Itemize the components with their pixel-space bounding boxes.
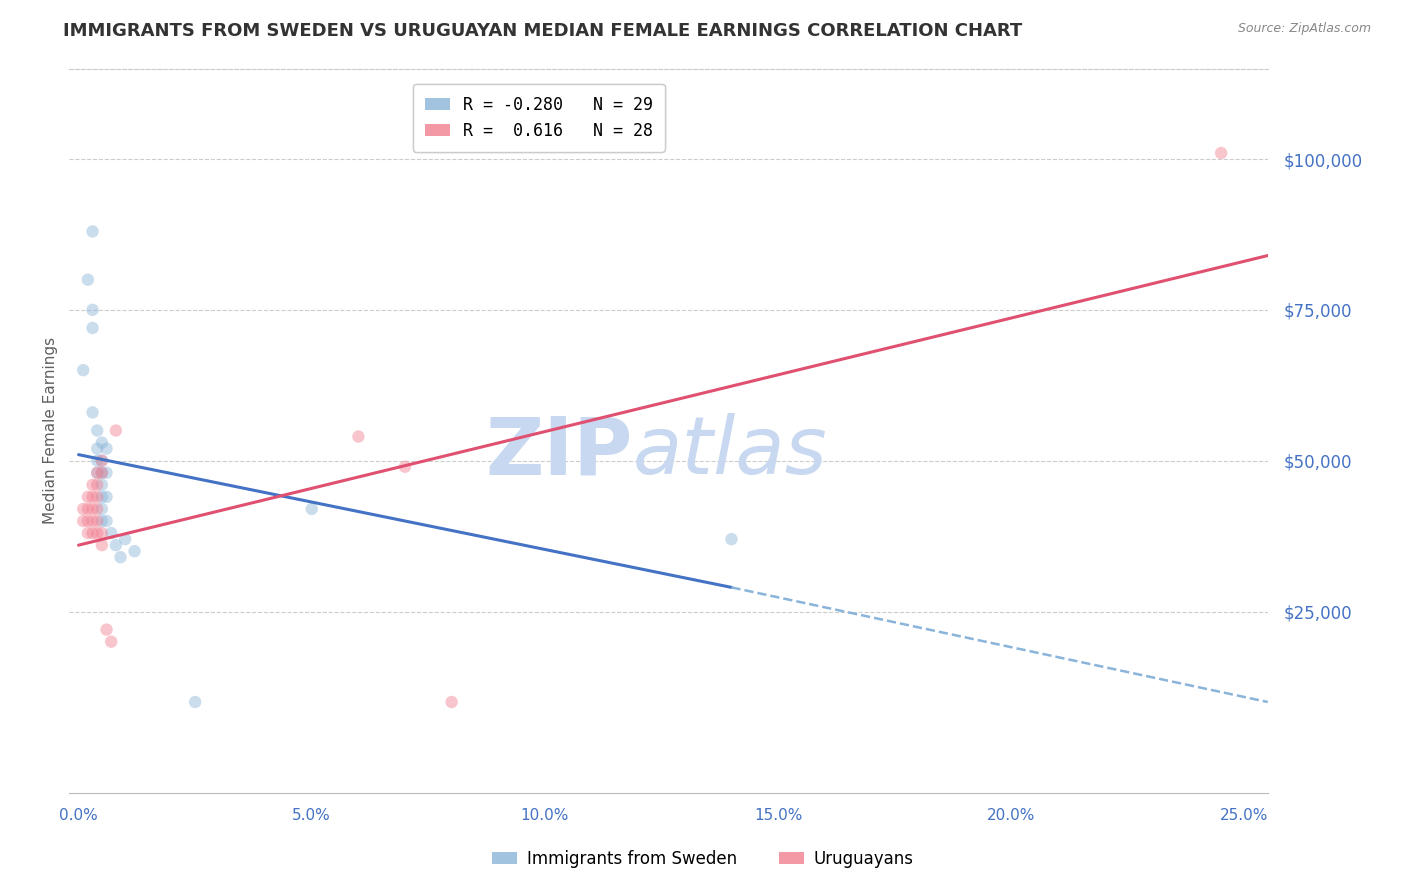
Point [86, 466, 108, 480]
Point [82, 302, 104, 317]
Point [440, 695, 463, 709]
Point [86, 453, 108, 467]
Point [86, 490, 108, 504]
Text: IMMIGRANTS FROM SWEDEN VS URUGUAYAN MEDIAN FEMALE EARNINGS CORRELATION CHART: IMMIGRANTS FROM SWEDEN VS URUGUAYAN MEDI… [63, 22, 1022, 40]
Point [86, 514, 108, 528]
Point [90, 514, 112, 528]
Point [82, 478, 104, 492]
Legend: Immigrants from Sweden, Uruguayans: Immigrants from Sweden, Uruguayans [485, 844, 921, 875]
Point [90, 490, 112, 504]
Point [77, 490, 100, 504]
Point [86, 466, 108, 480]
Point [96, 490, 118, 504]
Text: ZIP: ZIP [485, 413, 633, 491]
Point [77, 273, 100, 287]
Point [1211, 146, 1233, 161]
Point [104, 424, 127, 438]
Point [90, 502, 112, 516]
Point [301, 502, 323, 516]
Point [82, 224, 104, 238]
Point [82, 526, 104, 541]
Point [72, 514, 94, 528]
Point [86, 478, 108, 492]
Point [90, 526, 112, 541]
Point [86, 424, 108, 438]
Point [104, 538, 127, 552]
Point [86, 526, 108, 541]
Point [77, 526, 100, 541]
Point [347, 429, 370, 443]
Point [96, 442, 118, 456]
Legend: R = -0.280   N = 29, R =  0.616   N = 28: R = -0.280 N = 29, R = 0.616 N = 28 [413, 84, 665, 152]
Point [90, 466, 112, 480]
Point [96, 466, 118, 480]
Point [72, 363, 94, 377]
Y-axis label: Median Female Earnings: Median Female Earnings [44, 337, 58, 524]
Point [90, 453, 112, 467]
Point [82, 502, 104, 516]
Text: Source: ZipAtlas.com: Source: ZipAtlas.com [1237, 22, 1371, 36]
Point [90, 538, 112, 552]
Point [90, 478, 112, 492]
Point [124, 544, 146, 558]
Point [90, 453, 112, 467]
Point [82, 490, 104, 504]
Point [100, 526, 122, 541]
Point [100, 634, 122, 648]
Point [184, 695, 207, 709]
Point [86, 442, 108, 456]
Point [90, 435, 112, 450]
Point [720, 532, 742, 546]
Point [77, 502, 100, 516]
Point [96, 514, 118, 528]
Point [77, 514, 100, 528]
Point [114, 532, 136, 546]
Point [72, 502, 94, 516]
Point [90, 466, 112, 480]
Text: atlas: atlas [633, 413, 827, 491]
Point [96, 623, 118, 637]
Point [82, 405, 104, 419]
Point [394, 459, 416, 474]
Point [86, 502, 108, 516]
Point [110, 550, 132, 565]
Point [82, 321, 104, 335]
Point [82, 514, 104, 528]
